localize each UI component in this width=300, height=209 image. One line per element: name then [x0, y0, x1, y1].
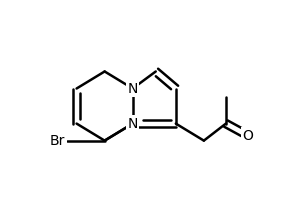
Text: Br: Br: [50, 134, 65, 148]
Text: N: N: [128, 82, 138, 96]
Text: O: O: [242, 129, 253, 143]
Text: N: N: [128, 117, 138, 131]
